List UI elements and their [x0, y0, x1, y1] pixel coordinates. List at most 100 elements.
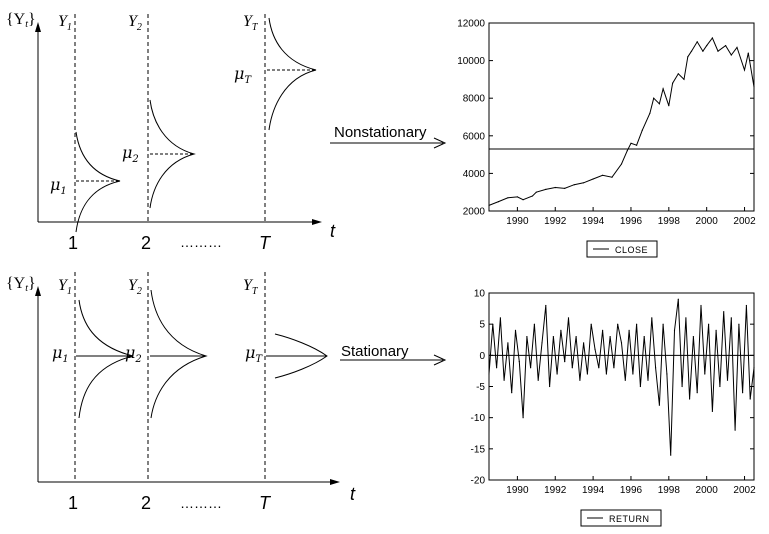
close-data-point — [545, 188, 547, 190]
top-diagram — [35, 14, 447, 233]
close-plot-frame — [488, 22, 755, 212]
return-data-point — [583, 342, 585, 344]
top-dist-label-2: Y2 — [128, 13, 142, 33]
bottom-mean-label-T: μT — [245, 343, 263, 365]
return-data-point — [594, 348, 596, 350]
bottom-dist-label-1: Y1 — [58, 277, 72, 297]
close-data-point — [706, 45, 708, 47]
return-x-tick-label: 1990 — [506, 485, 529, 496]
return-data-point — [658, 404, 661, 406]
stationary-label: Stationary — [341, 343, 409, 360]
close-data-point — [696, 41, 698, 43]
return-data-point — [533, 323, 536, 325]
return-data-point — [620, 342, 623, 344]
top-density-curve-1 — [75, 131, 121, 233]
close-data-point — [564, 187, 566, 189]
close-x-tick-label: 1990 — [506, 216, 529, 227]
return-y-tick-label: 0 — [479, 351, 485, 362]
close-price-chart: 2000 4000 6000 8000 10000 12000 1990 1992 1994 19… — [457, 19, 756, 258]
close-y-tick-label: 10000 — [457, 56, 485, 67]
return-data-point — [715, 329, 717, 331]
bottom-time-axis-arrowhead — [330, 479, 340, 485]
return-y-tick-label: 10 — [474, 289, 486, 300]
close-data-point — [649, 112, 651, 114]
return-data-point — [579, 379, 581, 381]
close-data-point — [717, 50, 719, 52]
close-data-point — [602, 174, 604, 176]
return-x-tick-label: 1992 — [544, 485, 567, 496]
return-data-point — [602, 329, 604, 331]
top-y-axis-arrowhead — [35, 22, 41, 32]
bottom-ellipsis: ……… — [180, 495, 222, 511]
close-series-line — [488, 37, 755, 206]
close-data-point — [488, 204, 490, 206]
close-data-point — [573, 184, 575, 186]
return-data-point — [655, 367, 657, 369]
close-data-point — [522, 199, 524, 201]
close-data-point — [711, 37, 714, 39]
close-data-point — [497, 201, 500, 203]
return-data-point — [503, 379, 505, 381]
return-data-point — [753, 367, 755, 369]
return-series-line — [488, 299, 755, 456]
close-data-point — [554, 186, 556, 189]
return-data-point — [651, 317, 653, 319]
return-data-point — [571, 367, 573, 369]
return-data-point — [681, 385, 683, 388]
return-data-point — [518, 361, 520, 363]
return-legend-box — [580, 509, 662, 527]
close-data-point — [583, 182, 585, 184]
return-data-point — [575, 336, 577, 338]
close-data-point — [611, 176, 613, 178]
bottom-y-axis-arrowhead — [35, 286, 41, 296]
return-y-tick-label: -20 — [471, 476, 486, 487]
return-data-point — [511, 392, 513, 394]
return-data-point — [647, 379, 649, 381]
close-data-point — [531, 195, 534, 197]
close-data-point — [747, 52, 749, 54]
return-data-point — [708, 323, 710, 325]
close-data-point — [626, 150, 628, 152]
top-time-axis-arrowhead — [312, 219, 322, 225]
return-data-point — [662, 323, 664, 325]
return-data-point — [685, 317, 687, 319]
bottom-time-tick-2: 2 — [141, 493, 151, 513]
return-y-tick-label: -15 — [471, 444, 486, 455]
close-x-tick-label: 1994 — [582, 216, 605, 227]
return-data-point — [636, 323, 638, 325]
bottom-diagram — [35, 272, 447, 485]
bottom-mean-label-2: μ2 — [125, 343, 142, 365]
bottom-arrow-head — [433, 354, 447, 366]
bottom-time-tick-1: 1 — [68, 493, 78, 513]
bottom-time-tick-T: T — [259, 493, 272, 513]
top-density-curve-T — [268, 17, 317, 131]
top-time-tick-1: 1 — [68, 233, 78, 253]
return-chart: 10 5 0 -5 -10 -15 -20 1990 1992 1994 1996 1998 2000 2… — [471, 289, 756, 527]
return-data-point — [696, 392, 698, 394]
return-data-point — [567, 317, 570, 319]
return-data-point — [564, 361, 566, 363]
return-data-point — [522, 417, 524, 419]
return-data-point — [704, 373, 706, 375]
close-data-point — [668, 105, 670, 107]
return-data-point — [530, 367, 532, 369]
top-mean-label-T: μT — [234, 64, 252, 86]
return-data-point — [617, 323, 619, 325]
return-data-point — [537, 379, 539, 381]
bottom-density-curve-2 — [150, 289, 208, 419]
return-data-point — [749, 398, 751, 400]
return-data-point — [692, 336, 695, 338]
close-data-point — [743, 69, 746, 71]
bottom-mean-label-1: μ1 — [52, 343, 69, 365]
return-data-point — [632, 373, 634, 375]
top-mean-label-2: μ2 — [122, 143, 139, 165]
bottom-dist-label-2: Y2 — [128, 277, 142, 297]
return-data-point — [734, 429, 736, 431]
return-data-point — [492, 323, 494, 325]
top-time-tick-2: 2 — [141, 233, 151, 253]
top-mean-label-1: μ1 — [50, 175, 67, 197]
bottom-dist-label-T: YT — [243, 277, 259, 297]
close-y-tick-label: 2000 — [463, 207, 486, 218]
return-data-point — [488, 373, 490, 375]
